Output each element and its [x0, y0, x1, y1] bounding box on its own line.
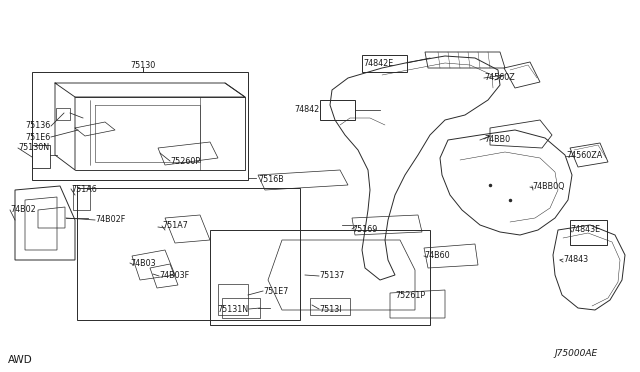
Text: 74B02F: 74B02F	[95, 215, 125, 224]
Text: 74B60: 74B60	[424, 251, 450, 260]
Text: 751A7: 751A7	[162, 221, 188, 231]
Text: 74842: 74842	[295, 106, 320, 115]
Text: 74843: 74843	[563, 254, 588, 263]
Text: 74BB0Q: 74BB0Q	[532, 182, 564, 190]
Text: 74843E: 74843E	[570, 224, 600, 234]
Text: 75131N: 75131N	[218, 305, 249, 314]
Text: 75130: 75130	[131, 61, 156, 70]
Text: 75137: 75137	[319, 272, 344, 280]
Text: 74842E: 74842E	[363, 60, 393, 68]
Text: J75000AE: J75000AE	[555, 349, 598, 358]
Text: 74560Z: 74560Z	[484, 74, 515, 83]
Text: 75261P: 75261P	[395, 292, 425, 301]
Text: AWD: AWD	[8, 355, 33, 365]
Text: 74560ZA: 74560ZA	[566, 151, 602, 160]
Text: 74B02: 74B02	[10, 205, 36, 215]
Text: 7516B: 7516B	[258, 174, 284, 183]
Text: 74B03F: 74B03F	[159, 272, 189, 280]
Text: 75260P: 75260P	[170, 157, 200, 166]
Text: 74B03: 74B03	[130, 259, 156, 267]
Text: 75169: 75169	[352, 224, 378, 234]
Text: 751E7: 751E7	[263, 286, 289, 295]
Text: 751E6: 751E6	[26, 132, 51, 141]
Text: 74BB0: 74BB0	[484, 135, 510, 144]
Text: 75130N: 75130N	[18, 144, 49, 153]
Text: 75136: 75136	[26, 122, 51, 131]
Text: 751A6: 751A6	[71, 185, 97, 193]
Text: 7513I: 7513I	[319, 305, 342, 314]
